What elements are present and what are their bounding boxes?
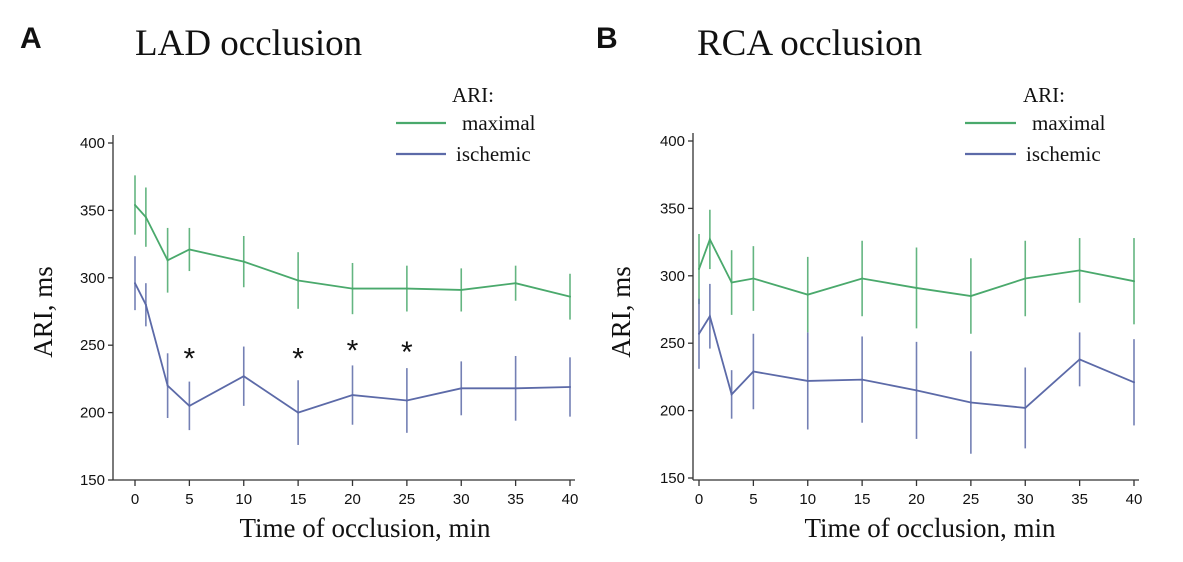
p0-significance-marker: * <box>401 336 413 369</box>
p1-x-tick-label: 5 <box>749 491 757 508</box>
p1-x-tick-label: 40 <box>1126 491 1143 508</box>
p0-y-tick-label: 200 <box>80 405 105 422</box>
p0-series-maximal-point <box>297 279 300 282</box>
p0-significance-marker: * <box>184 343 196 376</box>
p0-series-ischemic-point <box>242 375 245 378</box>
p1-y-axis-label: ARI, ms <box>606 266 636 358</box>
p0-series-ischemic-point <box>514 387 517 390</box>
p1-series-maximal-point <box>969 295 972 298</box>
p1-series-ischemic-point <box>861 378 864 381</box>
p1-x-tick-label: 25 <box>963 491 980 508</box>
p1-series-ischemic-point <box>969 401 972 404</box>
p0-series-maximal-point <box>405 287 408 290</box>
p0-x-tick-label: 35 <box>507 491 524 508</box>
p1-series-ischemic-point <box>806 379 809 382</box>
p1-y-tick-label: 400 <box>660 133 685 150</box>
p0-legend-label-maximal: maximal <box>462 111 536 135</box>
p1-series-ischemic-point <box>1024 406 1027 409</box>
p0-x-tick-label: 25 <box>399 491 416 508</box>
p1-series-maximal-point <box>806 293 809 296</box>
p1-y-tick-label: 150 <box>660 470 685 487</box>
p1-series-maximal-point <box>861 277 864 280</box>
p1-series-ischemic-point <box>698 332 700 335</box>
p0-x-tick-label: 10 <box>235 491 252 508</box>
p0-x-tick-label: 0 <box>131 491 139 508</box>
p0-series-ischemic-point <box>405 399 408 402</box>
p1-series-ischemic-point <box>1078 358 1081 361</box>
p0-series-maximal-point <box>166 259 169 262</box>
p0-x-axis-label: Time of occlusion, min <box>239 513 491 543</box>
panel-letter-b: B <box>596 22 618 55</box>
p0-x-tick-label: 5 <box>185 491 193 508</box>
p1-legend-title: ARI: <box>1023 83 1065 107</box>
p0-series-ischemic-point <box>134 282 136 285</box>
p0-series-ischemic-point <box>297 411 300 414</box>
p1-series-ischemic-point <box>1133 381 1135 384</box>
panel-title-b: RCA occlusion <box>697 23 923 64</box>
p1-y-tick-label: 300 <box>660 268 685 285</box>
p0-series-ischemic-point <box>188 404 191 407</box>
p0-y-tick-label: 400 <box>80 135 105 152</box>
p1-series-ischemic-point <box>708 315 711 318</box>
p0-series-maximal-point <box>144 216 147 219</box>
p0-y-tick-label: 350 <box>80 202 105 219</box>
panel-title-a: LAD occlusion <box>135 23 363 64</box>
p0-series-maximal-point <box>242 260 245 263</box>
p0-series-ischemic-point <box>351 394 354 397</box>
p0-significance-marker: * <box>292 343 304 376</box>
p0-significance-marker: * <box>347 335 359 368</box>
p0-x-tick-label: 30 <box>453 491 470 508</box>
p1-x-axis-label: Time of occlusion, min <box>804 513 1056 543</box>
p0-series-ischemic-point <box>144 303 147 306</box>
p1-series-ischemic-point <box>730 393 733 396</box>
p0-series-maximal-point <box>569 295 571 298</box>
p0-x-tick-label: 15 <box>290 491 307 508</box>
p1-x-tick-label: 30 <box>1017 491 1034 508</box>
p0-y-tick-label: 150 <box>80 472 105 489</box>
p1-series-ischemic-point <box>752 370 755 373</box>
p1-legend-label-maximal: maximal <box>1032 111 1106 135</box>
p0-series-maximal-point <box>514 282 517 285</box>
panel-letter-a: A <box>20 22 42 55</box>
p1-legend-label-ischemic: ischemic <box>1026 142 1101 166</box>
p0-series-maximal-point <box>188 248 191 251</box>
p0-y-tick-label: 300 <box>80 270 105 287</box>
p1-series-maximal-point <box>752 277 755 280</box>
p0-series-maximal-point <box>134 204 136 207</box>
p0-x-tick-label: 40 <box>562 491 579 508</box>
p1-series-maximal-point <box>698 268 700 271</box>
p0-y-tick-label: 250 <box>80 337 105 354</box>
p0-x-tick-label: 20 <box>344 491 361 508</box>
p0-series-maximal-point <box>460 288 463 291</box>
p1-x-tick-label: 0 <box>695 491 703 508</box>
p1-x-tick-label: 10 <box>799 491 816 508</box>
p1-series-maximal-point <box>1024 277 1027 280</box>
p1-series-maximal-point <box>708 238 711 241</box>
p1-y-tick-label: 250 <box>660 335 685 352</box>
p1-series-maximal-point <box>1133 280 1135 283</box>
p1-series-maximal-point <box>730 281 733 284</box>
p0-y-axis-label: ARI, ms <box>28 266 58 358</box>
p1-series-maximal-point <box>915 286 918 289</box>
p1-x-tick-label: 20 <box>908 491 925 508</box>
p1-series-maximal-point <box>1078 269 1081 272</box>
p0-series-ischemic-point <box>569 385 571 388</box>
p0-series-ischemic-point <box>166 384 169 387</box>
p1-series-ischemic-point <box>915 389 918 392</box>
p1-x-tick-label: 35 <box>1071 491 1088 508</box>
p0-series-maximal-point <box>351 287 354 290</box>
p0-series-ischemic-point <box>460 387 463 390</box>
p1-x-tick-label: 15 <box>854 491 871 508</box>
p0-legend-title: ARI: <box>452 83 494 107</box>
p1-y-tick-label: 350 <box>660 200 685 217</box>
p1-y-tick-label: 200 <box>660 403 685 420</box>
p0-legend-label-ischemic: ischemic <box>456 142 531 166</box>
